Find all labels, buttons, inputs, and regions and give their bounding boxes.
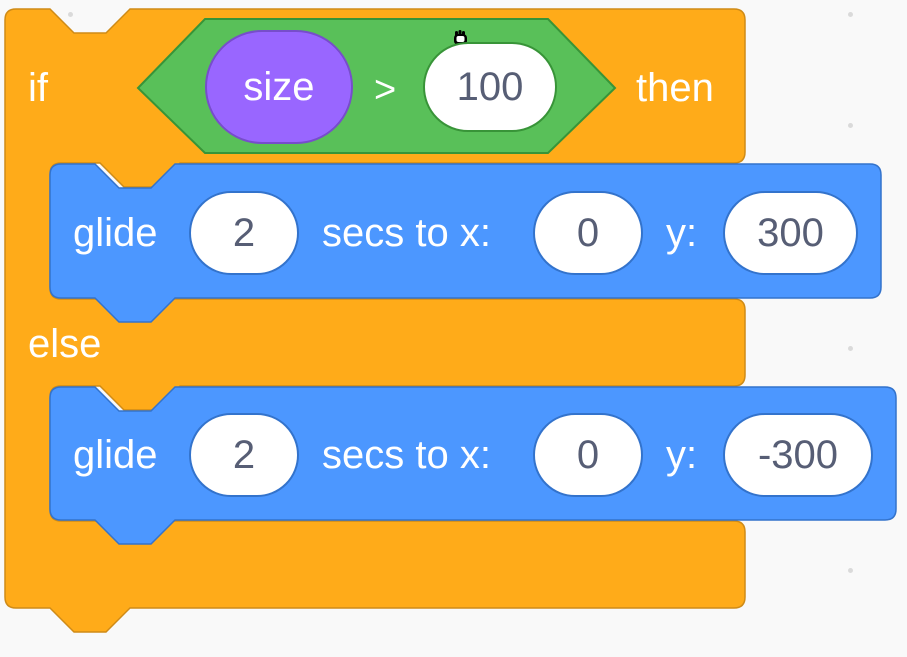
glide-label: glide	[73, 433, 158, 477]
glide-y-input[interactable]: 300	[723, 191, 858, 275]
compare-value-input[interactable]: 100	[423, 42, 557, 132]
glide-y-input[interactable]: -300	[723, 413, 873, 497]
glide-x-input[interactable]: 0	[533, 191, 643, 275]
if-label: if	[28, 66, 48, 110]
grid-dot	[848, 568, 853, 573]
glide-secs-input[interactable]: 2	[189, 413, 299, 497]
grid-dot	[68, 12, 73, 17]
size-reporter[interactable]: size	[205, 30, 353, 144]
y-label: y:	[666, 433, 698, 477]
if-else-block-shape[interactable]	[4, 8, 746, 633]
else-label: else	[28, 322, 102, 366]
grid-dot	[848, 346, 853, 351]
grid-dot	[848, 12, 853, 17]
then-label: then	[636, 66, 714, 110]
glide-x-input[interactable]: 0	[533, 413, 643, 497]
secs-to-x-label: secs to x:	[322, 211, 491, 255]
greater-than-symbol: >	[374, 69, 397, 111]
glide-secs-input[interactable]: 2	[189, 191, 299, 275]
secs-to-x-label: secs to x:	[322, 433, 491, 477]
y-label: y:	[666, 211, 698, 255]
grid-dot	[848, 123, 853, 128]
glide-label: glide	[73, 211, 158, 255]
